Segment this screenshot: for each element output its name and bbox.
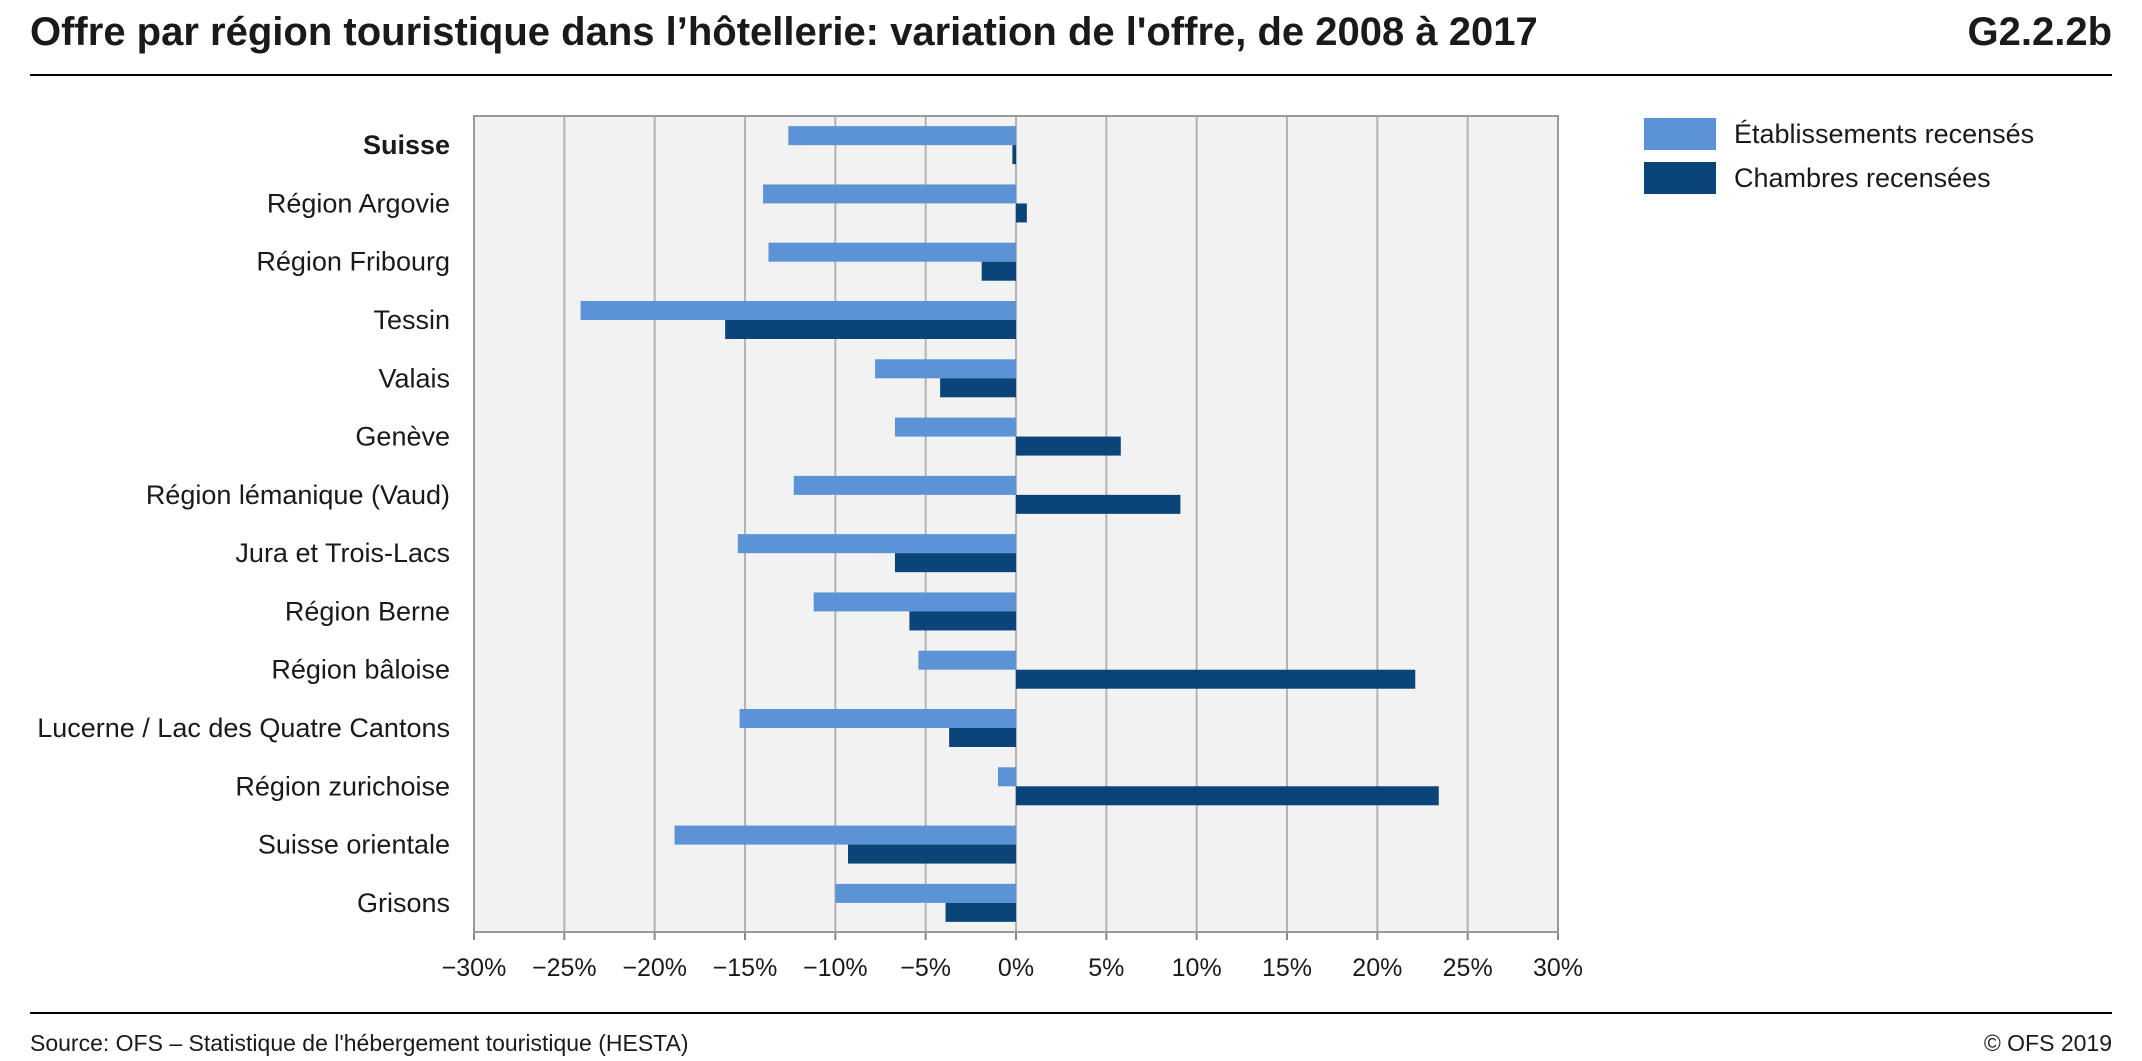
legend-label-etablissements: Établissements recensés [1734, 118, 2035, 149]
x-tick-label: 15% [1262, 954, 1312, 982]
x-tick-label: 10% [1172, 954, 1222, 982]
category-label: Suisse [363, 130, 450, 160]
bar-chart: −30% −25% −20% −15% −10% −5% 0% 5% 10% 15% 20% 25% 3… [37, 115, 1583, 982]
bar-etablissements [788, 126, 1016, 146]
bar-etablissements [763, 184, 1016, 204]
bar-chambres [1016, 669, 1416, 689]
category-label: Grisons [357, 888, 450, 918]
bar-etablissements [793, 475, 1016, 495]
legend-item-chambres: Chambres recensées [1644, 156, 2034, 200]
category-label: Jura et Trois-Lacs [235, 538, 450, 568]
category-label: Région Fribourg [256, 247, 450, 277]
copyright-note: © OFS 2019 [1983, 1030, 2112, 1056]
x-tick-label: −15% [713, 954, 778, 982]
header-rule [30, 74, 2112, 76]
x-tick-label: 30% [1533, 954, 1583, 982]
x-tick-label: −10% [803, 954, 868, 982]
legend-swatch-etablissements [1644, 118, 1716, 150]
bar-chambres [1016, 436, 1121, 456]
category-label: Région lémanique (Vaud) [146, 480, 450, 510]
bar-chambres [1016, 494, 1181, 514]
x-tick-label: 5% [1088, 954, 1124, 982]
bar-chambres [945, 902, 1016, 922]
x-tick-label: 25% [1443, 954, 1493, 982]
bar-chambres [847, 844, 1016, 864]
bar-etablissements [739, 709, 1016, 728]
bar-etablissements [875, 359, 1016, 379]
figure-code: G2.2.2b [1967, 10, 2112, 54]
bar-chambres [949, 728, 1016, 747]
category-label: Suisse orientale [258, 830, 450, 860]
bar-etablissements [813, 592, 1016, 612]
category-label: Tessin [373, 305, 450, 335]
x-tick-label: −5% [900, 954, 951, 982]
bar-etablissements [894, 417, 1016, 437]
x-tick-label: −20% [622, 954, 687, 982]
legend-item-etablissements: Établissements recensés [1644, 112, 2034, 156]
bar-etablissements [835, 883, 1016, 903]
source-note: Source: OFS – Statistique de l'hébergeme… [30, 1030, 689, 1056]
category-label: Région Berne [285, 596, 450, 626]
plot-border [473, 115, 1559, 933]
category-label: Genève [355, 422, 450, 452]
footer-rule [30, 1012, 2112, 1014]
bar-chambres [1016, 203, 1027, 223]
x-tick-label: 20% [1352, 954, 1402, 982]
category-label: Région Argovie [267, 188, 450, 218]
bar-chambres [981, 261, 1016, 281]
category-label: Valais [378, 363, 450, 393]
bar-etablissements [997, 767, 1016, 787]
legend-label-chambres: Chambres recensées [1734, 162, 1991, 193]
bar-chambres [1016, 786, 1439, 806]
bar-chambres [909, 611, 1016, 631]
bar-chambres [1012, 145, 1016, 165]
chart-title: Offre par région touristique dans l’hôte… [30, 10, 1538, 54]
x-tick-label: 0% [998, 954, 1034, 982]
bar-etablissements [580, 301, 1016, 320]
bar-chambres [894, 553, 1016, 573]
bar-chambres [725, 320, 1016, 339]
category-label: Région bâloise [271, 655, 450, 685]
bar-etablissements [918, 650, 1016, 670]
bar-etablissements [674, 825, 1016, 845]
bar-etablissements [768, 242, 1016, 262]
x-tick-label: −25% [532, 954, 597, 982]
category-label: Lucerne / Lac des Quatre Cantons [37, 713, 450, 743]
x-tick-label: −30% [442, 954, 507, 982]
bar-etablissements [737, 534, 1016, 554]
legend-swatch-chambres [1644, 162, 1716, 194]
bar-chambres [940, 378, 1016, 398]
legend: Établissements recensés Chambres recensé… [1644, 112, 2034, 200]
category-label: Région zurichoise [235, 771, 450, 801]
